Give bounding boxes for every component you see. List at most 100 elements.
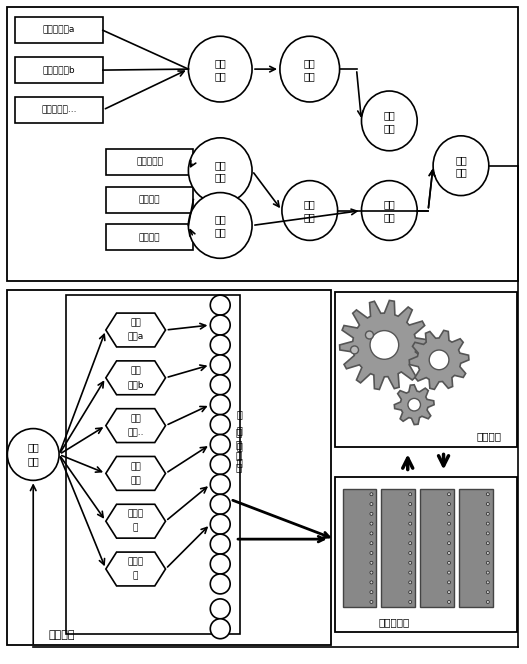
Text: 数据: 数据 (304, 200, 316, 210)
Circle shape (210, 534, 230, 554)
Text: 特征b: 特征b (128, 380, 144, 389)
Text: 征: 征 (133, 572, 139, 580)
Circle shape (370, 532, 373, 535)
Circle shape (486, 532, 489, 535)
Circle shape (447, 503, 451, 505)
Circle shape (210, 295, 230, 315)
Text: 工厂设备: 工厂设备 (476, 432, 501, 442)
FancyBboxPatch shape (15, 57, 103, 83)
Circle shape (409, 591, 412, 594)
Circle shape (447, 561, 451, 564)
Circle shape (370, 513, 373, 515)
Polygon shape (106, 361, 165, 394)
Text: 数据: 数据 (304, 58, 316, 68)
Circle shape (486, 581, 489, 584)
Text: 关
联
分
析: 关 联 分 析 (235, 427, 241, 472)
Text: 运动: 运动 (130, 367, 141, 375)
Polygon shape (394, 384, 434, 424)
Text: 电流数据: 电流数据 (139, 195, 160, 204)
Circle shape (486, 503, 489, 505)
Circle shape (370, 591, 373, 594)
Text: 数据: 数据 (384, 200, 395, 210)
FancyBboxPatch shape (382, 489, 415, 607)
FancyBboxPatch shape (15, 97, 103, 123)
Circle shape (210, 554, 230, 574)
Text: 特征a: 特征a (128, 333, 144, 341)
Text: 工艺数据: 工艺数据 (139, 233, 160, 242)
Text: 对齐: 对齐 (384, 123, 395, 133)
Circle shape (486, 522, 489, 525)
Text: 工艺特: 工艺特 (128, 558, 144, 566)
Circle shape (210, 454, 230, 474)
Ellipse shape (188, 193, 252, 258)
Text: 对齐: 对齐 (384, 212, 395, 222)
Polygon shape (409, 331, 469, 389)
Text: 征: 征 (133, 524, 139, 533)
Circle shape (370, 571, 373, 574)
Text: 温度: 温度 (130, 462, 141, 471)
Text: 运动: 运动 (130, 319, 141, 327)
Text: 运动传感器a: 运动传感器a (43, 26, 75, 35)
Circle shape (447, 600, 451, 604)
Text: 机器学习: 机器学习 (49, 629, 75, 639)
Text: 提取: 提取 (27, 456, 39, 466)
Circle shape (409, 503, 412, 505)
Circle shape (370, 581, 373, 584)
Circle shape (409, 552, 412, 554)
Ellipse shape (433, 136, 489, 196)
Circle shape (370, 552, 373, 554)
FancyBboxPatch shape (335, 292, 516, 446)
Circle shape (447, 493, 451, 496)
Text: 对齐: 对齐 (455, 168, 467, 178)
Circle shape (409, 571, 412, 574)
Ellipse shape (188, 138, 252, 204)
Polygon shape (106, 504, 165, 538)
FancyBboxPatch shape (459, 489, 493, 607)
Circle shape (210, 574, 230, 594)
Text: 数据: 数据 (214, 160, 226, 170)
Text: 联: 联 (236, 426, 242, 436)
Circle shape (210, 434, 230, 454)
Text: 关: 关 (236, 410, 242, 420)
Ellipse shape (7, 428, 59, 480)
Circle shape (447, 552, 451, 554)
Polygon shape (106, 408, 165, 442)
Circle shape (409, 513, 412, 515)
Text: 运动: 运动 (130, 414, 141, 423)
Circle shape (370, 522, 373, 525)
Text: 析: 析 (236, 457, 242, 467)
Text: 数据: 数据 (214, 58, 226, 68)
Text: 暂存: 暂存 (214, 173, 226, 183)
Text: 分析服务器: 分析服务器 (379, 617, 410, 627)
Text: 对齐: 对齐 (304, 71, 316, 81)
Circle shape (486, 513, 489, 515)
Circle shape (447, 581, 451, 584)
Text: 对齐: 对齐 (304, 212, 316, 222)
Circle shape (210, 599, 230, 619)
Ellipse shape (362, 91, 417, 151)
Ellipse shape (188, 37, 252, 102)
Circle shape (210, 374, 230, 394)
Text: 运动传感器...: 运动传感器... (41, 106, 77, 114)
Circle shape (210, 514, 230, 534)
Text: 运动传感器b: 运动传感器b (43, 66, 75, 74)
Circle shape (370, 503, 373, 505)
FancyBboxPatch shape (335, 477, 516, 631)
Ellipse shape (362, 181, 417, 240)
Circle shape (486, 493, 489, 496)
Circle shape (210, 355, 230, 374)
Circle shape (447, 522, 451, 525)
Circle shape (447, 532, 451, 535)
Circle shape (447, 542, 451, 544)
FancyBboxPatch shape (15, 17, 103, 43)
Text: 特征: 特征 (130, 476, 141, 485)
Polygon shape (106, 313, 165, 347)
Circle shape (370, 600, 373, 604)
Ellipse shape (282, 181, 338, 240)
Circle shape (370, 561, 373, 564)
Text: 温度传感器: 温度传感器 (136, 157, 163, 166)
Circle shape (447, 571, 451, 574)
Text: 暂存: 暂存 (214, 227, 226, 238)
FancyBboxPatch shape (106, 224, 193, 250)
Polygon shape (106, 456, 165, 490)
